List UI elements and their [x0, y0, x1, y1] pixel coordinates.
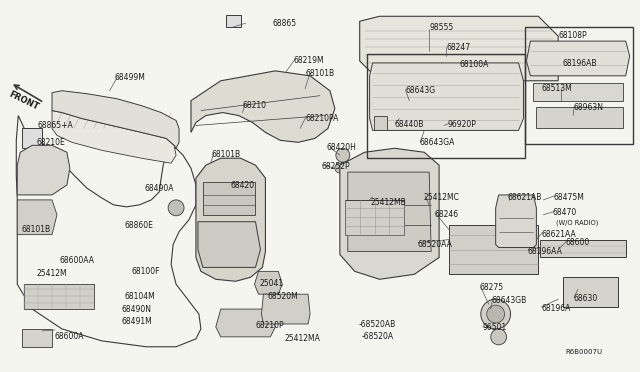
- Text: 68491M: 68491M: [122, 317, 152, 326]
- Text: 68196AB: 68196AB: [562, 59, 596, 68]
- Polygon shape: [22, 128, 42, 148]
- Text: FRONT: FRONT: [8, 90, 40, 112]
- Text: 68210P: 68210P: [255, 321, 284, 330]
- Polygon shape: [348, 172, 431, 251]
- Circle shape: [424, 116, 438, 129]
- Text: 68630: 68630: [573, 294, 597, 303]
- Polygon shape: [216, 309, 275, 337]
- Polygon shape: [52, 110, 176, 163]
- Circle shape: [168, 200, 184, 216]
- Polygon shape: [191, 71, 335, 142]
- Polygon shape: [527, 41, 630, 76]
- Circle shape: [538, 110, 548, 121]
- Text: 68440B: 68440B: [394, 119, 424, 128]
- Text: -68520AB: -68520AB: [358, 320, 396, 329]
- Text: 68101B: 68101B: [212, 150, 241, 159]
- Polygon shape: [262, 294, 310, 324]
- Text: 68210: 68210: [243, 101, 267, 110]
- Text: 25041: 25041: [259, 279, 284, 288]
- Text: -68520A: -68520A: [362, 332, 394, 341]
- Polygon shape: [226, 15, 241, 27]
- Text: 68643G: 68643G: [405, 86, 435, 95]
- Polygon shape: [17, 145, 70, 195]
- Text: 68246: 68246: [434, 210, 458, 219]
- Text: 68600A: 68600A: [55, 332, 84, 341]
- Text: 68643GA: 68643GA: [419, 138, 454, 147]
- Bar: [525, 27, 633, 144]
- Text: 68275: 68275: [480, 283, 504, 292]
- Polygon shape: [255, 271, 282, 294]
- Circle shape: [481, 299, 511, 329]
- Text: R6B0007U: R6B0007U: [565, 349, 602, 355]
- Bar: [367, 54, 525, 158]
- Text: 68108P: 68108P: [558, 31, 587, 40]
- Text: 68513M: 68513M: [541, 84, 572, 93]
- Text: 68219M: 68219M: [293, 56, 324, 65]
- Text: 68490N: 68490N: [122, 305, 152, 314]
- Text: 68475M: 68475M: [553, 193, 584, 202]
- Text: 68621AB: 68621AB: [508, 193, 542, 202]
- Text: 96920P: 96920P: [447, 119, 476, 128]
- Polygon shape: [52, 91, 179, 148]
- Text: 68252P: 68252P: [322, 162, 351, 171]
- Circle shape: [336, 148, 350, 162]
- Polygon shape: [540, 240, 626, 257]
- Polygon shape: [203, 182, 255, 215]
- Text: 68104M: 68104M: [124, 292, 156, 301]
- Text: 68247: 68247: [446, 43, 470, 52]
- Polygon shape: [563, 277, 618, 307]
- Text: 25412MC: 25412MC: [423, 193, 459, 202]
- Text: 68499M: 68499M: [115, 73, 145, 82]
- Polygon shape: [198, 222, 260, 267]
- Text: 96501: 96501: [483, 323, 507, 332]
- Text: 68490A: 68490A: [145, 184, 174, 193]
- Text: 68470: 68470: [552, 208, 577, 217]
- Text: 68100A: 68100A: [460, 60, 490, 69]
- Text: 68600AA: 68600AA: [60, 256, 95, 266]
- Circle shape: [20, 150, 64, 194]
- Text: 68100F: 68100F: [131, 267, 160, 276]
- Bar: [449, 225, 538, 274]
- Text: 68210E: 68210E: [36, 138, 65, 147]
- Polygon shape: [340, 148, 439, 279]
- Text: 25412MB: 25412MB: [371, 198, 406, 207]
- Text: (W/O RADIO): (W/O RADIO): [556, 220, 598, 226]
- Polygon shape: [360, 16, 558, 81]
- Text: 68420: 68420: [230, 181, 255, 190]
- Circle shape: [335, 163, 345, 173]
- Text: 68963N: 68963N: [573, 103, 603, 112]
- Text: 68420H: 68420H: [327, 143, 357, 152]
- Text: 68860E: 68860E: [124, 221, 154, 230]
- Text: 68520AA: 68520AA: [417, 240, 452, 248]
- Text: 68101B: 68101B: [305, 69, 334, 78]
- Circle shape: [487, 305, 504, 323]
- Text: 68643GB: 68643GB: [492, 296, 527, 305]
- Text: 68865: 68865: [273, 19, 296, 28]
- Circle shape: [491, 329, 507, 345]
- Polygon shape: [370, 63, 524, 131]
- Text: 68196A: 68196A: [541, 304, 571, 313]
- Polygon shape: [17, 200, 57, 235]
- Polygon shape: [22, 329, 52, 347]
- Text: 98555: 98555: [429, 23, 453, 32]
- Text: 68210PA: 68210PA: [305, 113, 339, 122]
- Text: 25412MA: 25412MA: [284, 334, 320, 343]
- Text: 68196AA: 68196AA: [527, 247, 563, 256]
- Bar: [24, 284, 93, 309]
- Text: 68520M: 68520M: [268, 292, 298, 301]
- Bar: [345, 200, 404, 235]
- Polygon shape: [196, 158, 266, 281]
- Text: 68865+A: 68865+A: [37, 122, 73, 131]
- Polygon shape: [536, 107, 623, 128]
- Circle shape: [28, 158, 56, 186]
- Polygon shape: [495, 195, 536, 247]
- Text: 68101B: 68101B: [21, 225, 51, 234]
- Text: 68621AA: 68621AA: [541, 230, 576, 239]
- Text: 25412M: 25412M: [36, 269, 67, 278]
- Polygon shape: [533, 83, 623, 101]
- Text: 68600: 68600: [565, 238, 589, 247]
- Polygon shape: [374, 116, 387, 131]
